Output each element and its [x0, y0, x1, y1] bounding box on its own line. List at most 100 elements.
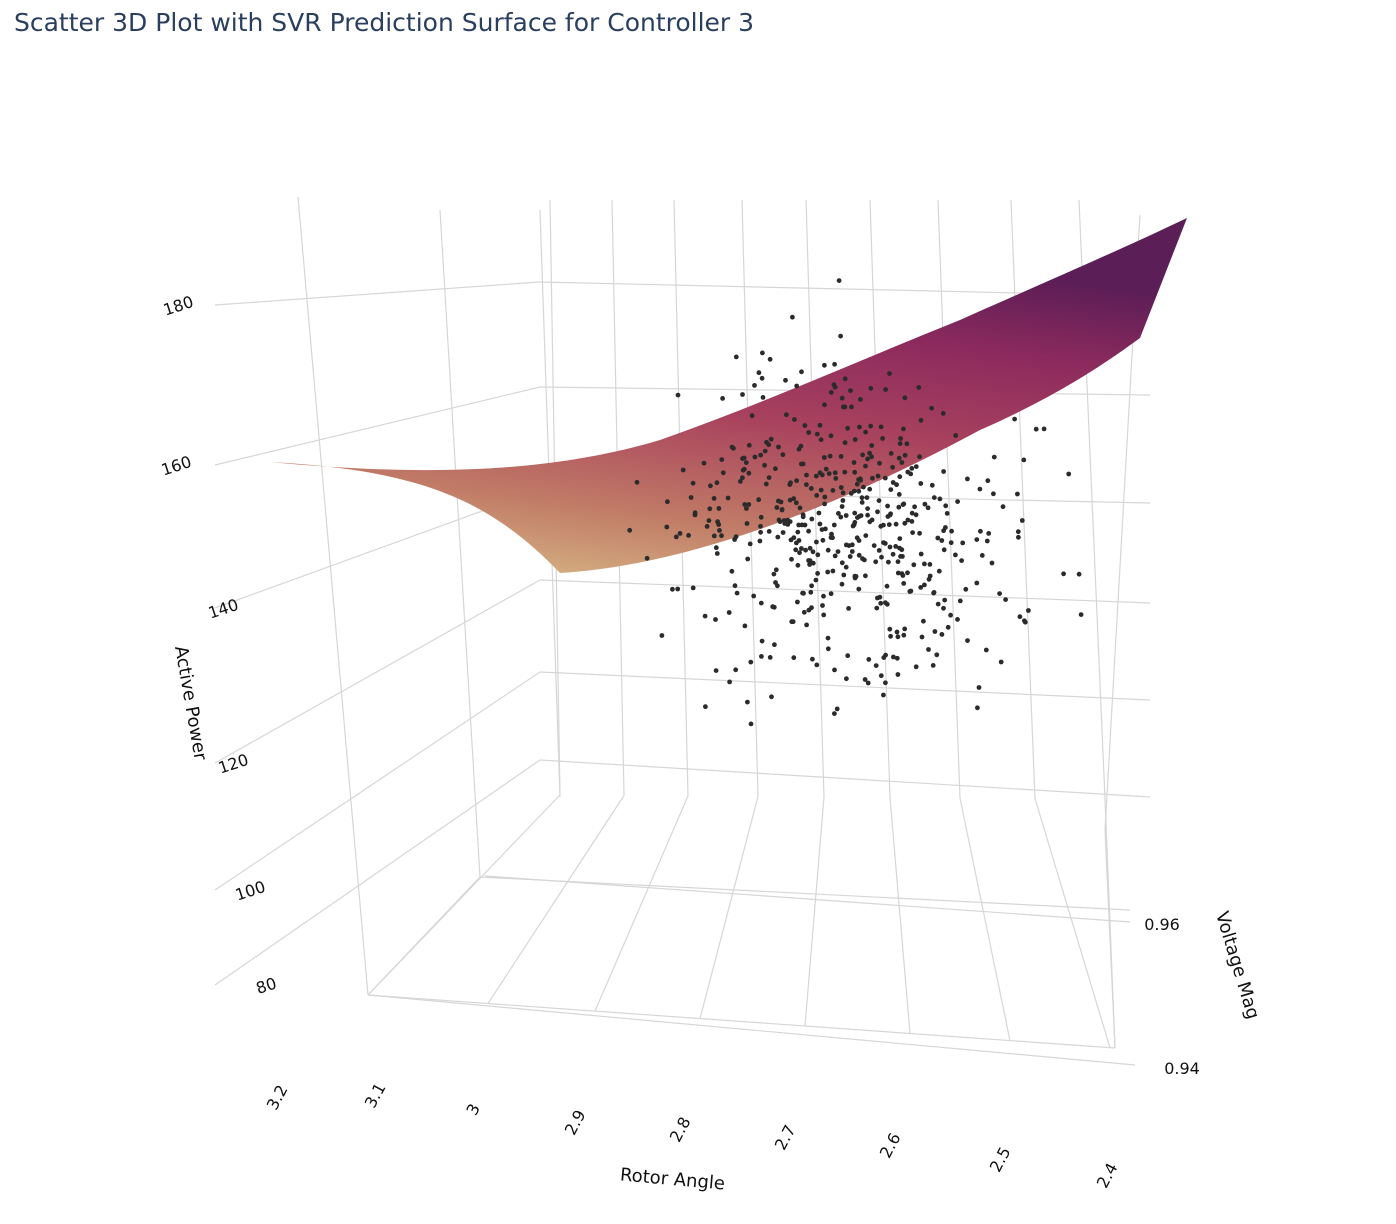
scatter-point: [664, 524, 670, 530]
scatter-point: [802, 423, 808, 428]
scatter-point: [883, 387, 888, 392]
scatter-point: [680, 467, 686, 473]
grid-rotor-angle-line: [889, 797, 911, 1034]
scatter-point: [840, 498, 846, 503]
scatter-point: [887, 544, 893, 550]
scatter-point: [902, 395, 908, 401]
y-tick-label: 0.96: [1144, 915, 1180, 934]
scatter-point: [814, 539, 819, 545]
chart-title: Scatter 3D Plot with SVR Prediction Surf…: [14, 8, 755, 37]
scatter-point: [861, 484, 866, 490]
z-tick-label: 140: [206, 595, 241, 623]
scatter-point: [850, 523, 856, 529]
scatter-point: [896, 492, 902, 497]
scatter-point: [714, 551, 720, 556]
scatter-point: [863, 463, 868, 469]
scatter-point: [776, 444, 781, 450]
scatter-point: [762, 462, 767, 468]
scatter-point: [934, 652, 940, 658]
scatter-point: [675, 586, 681, 592]
scatter-point: [852, 573, 858, 579]
scatter-point: [820, 603, 825, 608]
scatter-point: [882, 475, 888, 481]
y-axis-title: Voltage Mag: [1211, 909, 1264, 1022]
scatter-point: [744, 506, 749, 511]
scatter-point: [859, 495, 865, 501]
scatter-point: [898, 554, 903, 559]
scatter-point: [899, 460, 905, 465]
scatter-point: [820, 537, 826, 543]
scatter-point: [713, 668, 719, 673]
scatter-point: [900, 573, 906, 578]
scatter-point: [886, 522, 892, 527]
scatter-point: [799, 369, 804, 375]
scatter-point: [808, 486, 814, 491]
scatter-point: [763, 481, 769, 487]
scatter-point: [880, 436, 885, 441]
scatter-point: [886, 559, 891, 565]
scatter-point: [818, 487, 824, 493]
scatter-point: [867, 486, 873, 492]
scatter-point: [941, 547, 947, 553]
scatter-point: [939, 538, 945, 543]
scatter-point: [871, 543, 877, 548]
scatter-point: [852, 469, 858, 475]
scatter-point: [748, 659, 754, 665]
scatter-point: [847, 554, 853, 559]
scatter-point: [926, 647, 931, 652]
scatter-point: [918, 585, 924, 590]
scatter-point: [965, 476, 970, 482]
scatter-point: [745, 699, 750, 705]
scatter-point: [985, 478, 991, 484]
scatter-point: [1078, 612, 1084, 617]
scatter-point: [836, 511, 841, 516]
scatter-point: [883, 680, 888, 686]
scatter-point: [817, 422, 823, 428]
scatter-point: [848, 491, 854, 496]
scatter-point: [703, 704, 708, 710]
scatter-point: [692, 510, 698, 516]
scatter-point: [740, 392, 745, 397]
scatter-point: [806, 607, 812, 613]
grid-active-power-line: [214, 281, 541, 306]
scatter-point: [894, 655, 900, 661]
scatter-point: [1022, 619, 1028, 625]
scatter-point: [816, 510, 822, 516]
scatter-point: [673, 534, 679, 540]
scatter-point: [909, 466, 915, 471]
scatter-point: [1061, 571, 1066, 577]
scatter-point: [794, 383, 800, 389]
scatter-point: [809, 516, 815, 522]
scatter-point: [769, 694, 774, 700]
grid-rotor-angle-line: [804, 796, 825, 1027]
scatter-point: [839, 395, 845, 401]
scatter-point: [941, 605, 946, 611]
scatter-point: [851, 460, 857, 465]
scatter-point: [913, 464, 919, 469]
scatter-point: [828, 390, 834, 395]
scatter-point: [885, 503, 890, 509]
right-edge: [1104, 829, 1116, 1049]
scatter-point: [875, 473, 881, 479]
scatter-point: [780, 452, 786, 458]
z-axis-title: Active Power: [170, 644, 211, 762]
scatter-point: [881, 540, 886, 545]
scatter-point: [944, 511, 950, 516]
z-tick-label: 120: [216, 750, 251, 778]
scatter-point: [822, 494, 828, 500]
scatter-point: [922, 582, 927, 588]
scatter-point: [890, 464, 895, 470]
scatter-point: [804, 622, 809, 628]
scatter-point: [798, 443, 804, 449]
scatter-point: [803, 547, 808, 553]
scatter-point: [814, 431, 820, 437]
scatter-point: [955, 499, 960, 504]
scatter-point: [943, 503, 949, 509]
scatter-point: [799, 546, 804, 551]
scatter-point: [922, 501, 928, 507]
scatter-point: [688, 495, 694, 500]
scatter-point: [827, 453, 833, 459]
scatter-point: [845, 425, 850, 431]
grid-active-power-line: [214, 386, 541, 466]
